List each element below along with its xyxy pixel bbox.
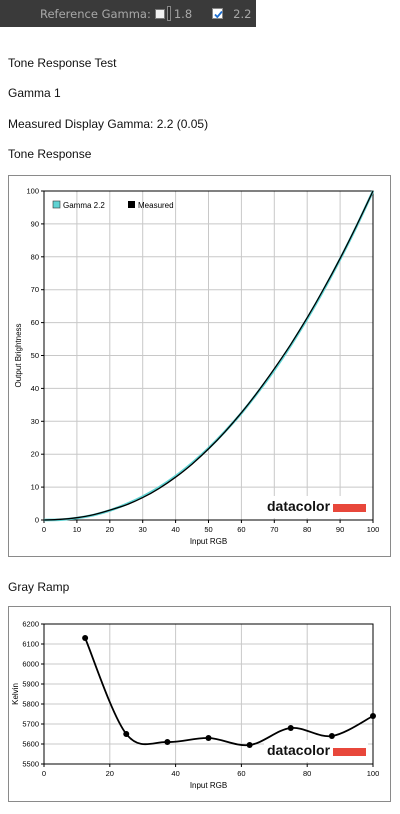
y-axis-label: Output Brightness [14,323,23,387]
kelvin-data-point [287,725,294,731]
legend: Gamma 2.2 Measured [52,200,174,210]
y-tick-label: 60 [31,318,39,327]
y-tick-label: 6200 [22,620,39,629]
x-axis-label: Input RGB [190,537,227,546]
tone-response-chart: 0 10 20 30 40 50 60 70 80 90 100 0 10 20 30 40 50 60 70 80 9… [14,187,380,547]
grid-lines [43,190,374,521]
x-tick-label: 30 [139,525,147,534]
y-tick-label: 90 [31,219,39,228]
x-tick-label: 0 [42,769,46,778]
tone-response-heading: Tone Response [8,147,92,161]
y-tick-label: 100 [26,187,39,196]
x-axis-label: Input RGB [190,781,227,790]
x-tick-label: 20 [106,525,114,534]
page-subtitle: Gamma 1 [8,86,61,100]
y-tick-label: 50 [31,351,39,360]
y-tick-label: 10 [31,483,39,492]
gamma-1-8-checkbox[interactable] [154,8,165,19]
kelvin-data-point [328,733,335,739]
gray-ramp-chart: 0 20 40 60 80 100 5500 5600 5700 5800 5900 6000 6100… [11,620,380,791]
x-tick-label: 70 [270,525,278,534]
y-tick-label: 6100 [22,640,39,649]
logo-background [264,496,368,518]
gamma-2-2-checkbox[interactable] [212,8,224,19]
gray-ramp-panel: 0 20 40 60 80 100 5500 5600 5700 5800 5900 6000 6100… [8,606,391,802]
x-tick-label: 0 [42,525,46,534]
y-tick-label: 5600 [22,740,39,749]
x-tick-label: 80 [303,769,311,778]
checkmark-icon [214,10,223,19]
y-tick-label: 80 [31,252,39,261]
y-tick-label: 20 [31,450,39,459]
reference-gamma-bar: Reference Gamma: 1.8 2.2 [0,0,256,27]
measured-gamma-text: Measured Display Gamma: 2.2 (0.05) [8,117,209,131]
kelvin-data-point [82,635,89,641]
y-tick-label: 30 [31,417,39,426]
toolbar: Reference Gamma: 1.8 2.2 [0,0,400,27]
x-tick-label: 50 [204,525,212,534]
y-axis-label: Kelvin [11,683,20,705]
plot-frame [43,623,374,765]
x-tick-label: 10 [73,525,81,534]
kelvin-data-point [123,731,130,737]
x-tick-label: 90 [336,525,344,534]
gamma-1-8-value: 1.8 [173,6,193,21]
datacolor-logo: datacolor [267,498,331,514]
logo-bar [333,504,366,512]
plot-frame [43,190,374,521]
logo-bar [333,748,366,756]
y-tick-label: 5500 [22,760,39,769]
y-tick-label: 0 [35,516,39,525]
x-tick-label: 100 [367,525,380,534]
kelvin-data-point [164,739,171,745]
x-tick-label: 40 [171,525,179,534]
legend-swatch-gamma [52,200,61,209]
logo-background [264,740,368,762]
y-tick-label: 40 [31,384,39,393]
legend-label-measured: Measured [138,201,174,210]
x-tick-label: 60 [237,769,245,778]
gray-ramp-heading: Gray Ramp [8,580,70,594]
gamma-1-8-spinner[interactable] [166,6,171,21]
y-tick-label: 5700 [22,720,39,729]
legend-swatch-measured [128,201,135,208]
legend-label-gamma: Gamma 2.2 [63,201,105,210]
x-tick-label: 80 [303,525,311,534]
y-tick-label: 5800 [22,700,39,709]
datacolor-logo: datacolor [267,742,331,758]
measured-series-line [43,190,374,521]
tone-response-panel: 0 10 20 30 40 50 60 70 80 90 100 0 10 20 30 40 50 60 70 80 9… [8,175,391,557]
x-tick-label: 60 [237,525,245,534]
kelvin-data-point [246,742,253,748]
x-tick-label: 100 [367,769,380,778]
y-tick-label: 6000 [22,660,39,669]
x-tick-label: 40 [171,769,179,778]
gamma-2-2-value: 2.2 [233,6,252,21]
y-tick-label: 70 [31,285,39,294]
kelvin-series-line [84,637,374,747]
x-tick-label: 20 [106,769,114,778]
y-tick-label: 5900 [22,680,39,689]
reference-gamma-label: Reference Gamma: [40,6,151,21]
kelvin-data-point [370,713,376,719]
page-title: Tone Response Test [8,56,117,70]
kelvin-data-point [205,735,212,741]
